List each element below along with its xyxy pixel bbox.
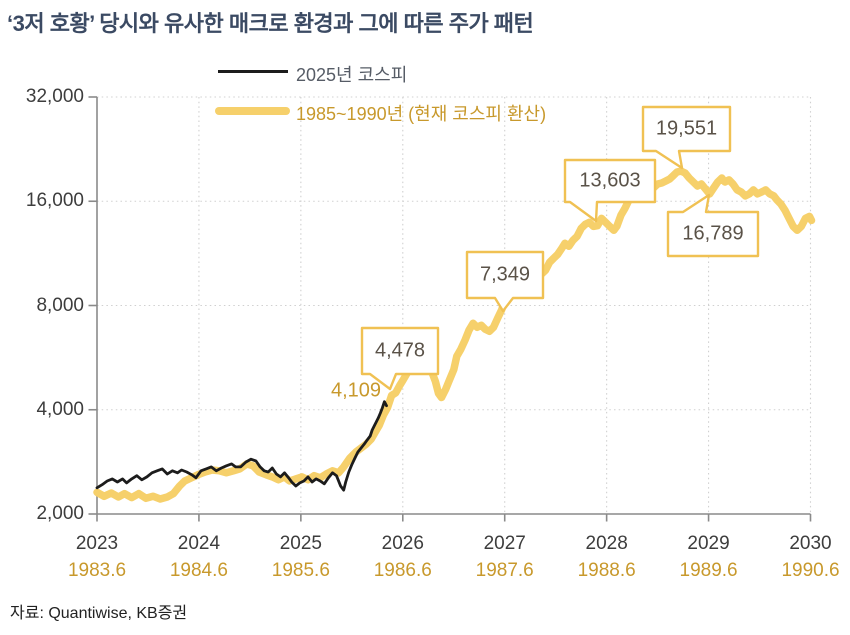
- x-tick-label-year: 2030: [789, 533, 832, 554]
- source-note: 자료: Quantiwise, KB증권: [10, 605, 188, 622]
- y-tick-label: 8,000: [36, 294, 84, 316]
- x-tick-label-gold: 1984.6: [169, 560, 228, 581]
- x-tick-label-year: 2024: [177, 533, 221, 554]
- callout-label-13603: 13,603: [579, 169, 641, 192]
- legend-label-1985-1990: 1985~1990년 (현재 코스피 환산): [296, 104, 547, 124]
- x-tick-label-year: 2027: [483, 533, 526, 554]
- x-tick-label-gold: 1986.6: [373, 560, 432, 581]
- chart-title: ‘3저 호황’ 당시와 유사한 매크로 환경과 그에 따른 주가 패턴: [7, 11, 534, 36]
- callout-label-7349: 7,349: [479, 263, 531, 286]
- series-2025-kospi: [95, 400, 388, 492]
- x-tick-label-gold: 1987.6: [475, 560, 534, 581]
- legend-label-2025-kospi: 2025년 코스피: [296, 65, 408, 85]
- y-tick-label: 16,000: [25, 190, 84, 212]
- callout-box-16789: [666, 193, 760, 258]
- x-tick-label-gold: 1983.6: [67, 560, 127, 581]
- callout-box-7349: [465, 250, 545, 313]
- x-tick-label-gold: 1990.6: [781, 560, 840, 581]
- x-tick-label-year: 2028: [585, 533, 628, 554]
- y-tick-label: 32,000: [25, 86, 84, 107]
- x-tick-label-year: 2026: [381, 533, 424, 554]
- x-tick-label-gold: 1985.6: [271, 560, 330, 581]
- callout-box-13603: [563, 158, 657, 223]
- annotation-4109: 4,109: [330, 379, 382, 402]
- callout-label-19551: 19,551: [655, 117, 718, 140]
- callout-label-4478: 4,478: [374, 339, 426, 362]
- y-tick-label: 2,000: [36, 503, 84, 524]
- callout-box-4478: [360, 326, 440, 391]
- x-tick-label-year: 2025: [279, 533, 322, 554]
- callout-label-16789: 16,789: [682, 222, 744, 245]
- y-tick-label: 4,000: [36, 398, 84, 420]
- callout-box-19551: [641, 105, 732, 170]
- x-tick-label-gold: 1989.6: [679, 560, 738, 581]
- legend-line-1985-1990: [215, 107, 290, 115]
- legend-line-2025-kospi: [218, 70, 288, 73]
- x-tick-label-year: 2023: [75, 533, 119, 554]
- x-tick-label-gold: 1988.6: [577, 560, 636, 581]
- x-tick-label-year: 2029: [687, 533, 730, 554]
